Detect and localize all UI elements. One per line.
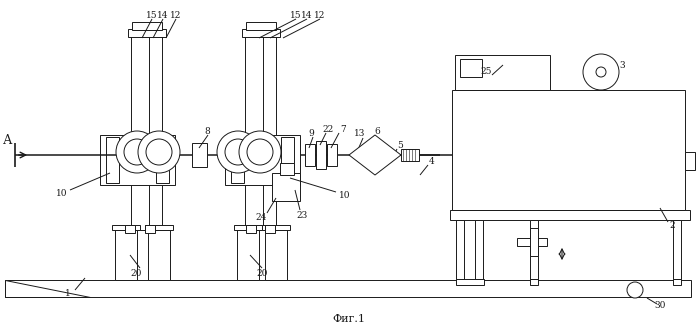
Bar [265,230,287,280]
Text: 30: 30 [654,301,665,311]
Bar [327,144,337,166]
Bar [265,225,275,233]
Bar [281,137,294,183]
Text: 7: 7 [340,124,346,134]
Text: 14: 14 [157,11,168,19]
Bar [242,29,280,37]
Bar [452,90,685,210]
Circle shape [627,282,643,298]
Bar [450,210,690,220]
Bar [263,35,276,230]
Bar [156,137,169,183]
Circle shape [583,54,619,90]
Bar [145,225,173,230]
Circle shape [225,139,251,165]
Circle shape [247,139,273,165]
Bar [148,230,170,280]
Text: 14: 14 [301,11,312,19]
Bar [673,220,681,279]
Bar [517,238,547,246]
Bar [5,280,691,297]
Bar [231,137,244,183]
Bar [234,225,262,230]
Bar [131,35,157,230]
Circle shape [239,131,281,173]
Text: 23: 23 [296,212,308,220]
Text: 15: 15 [290,11,302,19]
Bar [125,225,135,233]
Bar [132,22,162,30]
Bar [305,144,315,166]
Bar [106,137,119,183]
Bar [192,143,207,167]
Text: 25: 25 [480,66,492,75]
Circle shape [596,67,606,77]
Text: 24: 24 [255,214,267,222]
Circle shape [138,131,180,173]
Text: 15: 15 [146,11,158,19]
Bar [455,55,550,90]
Text: 13: 13 [354,130,366,139]
Circle shape [146,139,172,165]
Text: 10: 10 [339,191,351,200]
Bar [245,35,271,230]
Polygon shape [5,280,90,297]
Text: 8: 8 [204,126,210,136]
Bar [401,149,419,161]
Bar [246,22,276,30]
Circle shape [124,139,150,165]
Bar [225,135,300,185]
Bar [145,225,155,233]
Bar [456,279,484,285]
Polygon shape [349,135,401,175]
Bar [530,228,538,256]
Bar [685,152,695,170]
Text: 1: 1 [65,289,71,297]
Bar [100,135,175,185]
Bar [237,230,259,280]
Text: А: А [3,135,13,147]
Bar [316,141,326,169]
Bar [149,35,162,230]
Text: 3: 3 [619,62,625,70]
Bar [280,163,294,175]
Text: 5: 5 [397,140,403,149]
Bar [530,220,538,279]
Bar [530,279,538,285]
Text: 10: 10 [56,190,68,198]
Circle shape [217,131,259,173]
Bar [262,225,290,230]
Circle shape [116,131,158,173]
Text: 20: 20 [257,269,268,279]
Bar [272,173,300,201]
Text: 2: 2 [669,221,675,231]
Text: 12: 12 [171,11,182,19]
Bar [673,279,681,285]
Bar [128,29,166,37]
Text: 12: 12 [315,11,326,19]
Bar [246,225,256,233]
Text: 20: 20 [130,269,142,279]
Text: 22: 22 [322,124,333,134]
Text: 4: 4 [429,157,435,165]
Text: Фиг.1: Фиг.1 [333,314,366,324]
Bar [456,220,464,279]
Bar [112,225,140,230]
Bar [475,220,483,279]
Bar [115,230,137,280]
Bar [460,59,482,77]
Text: 9: 9 [308,129,314,138]
Text: 6: 6 [374,128,380,137]
